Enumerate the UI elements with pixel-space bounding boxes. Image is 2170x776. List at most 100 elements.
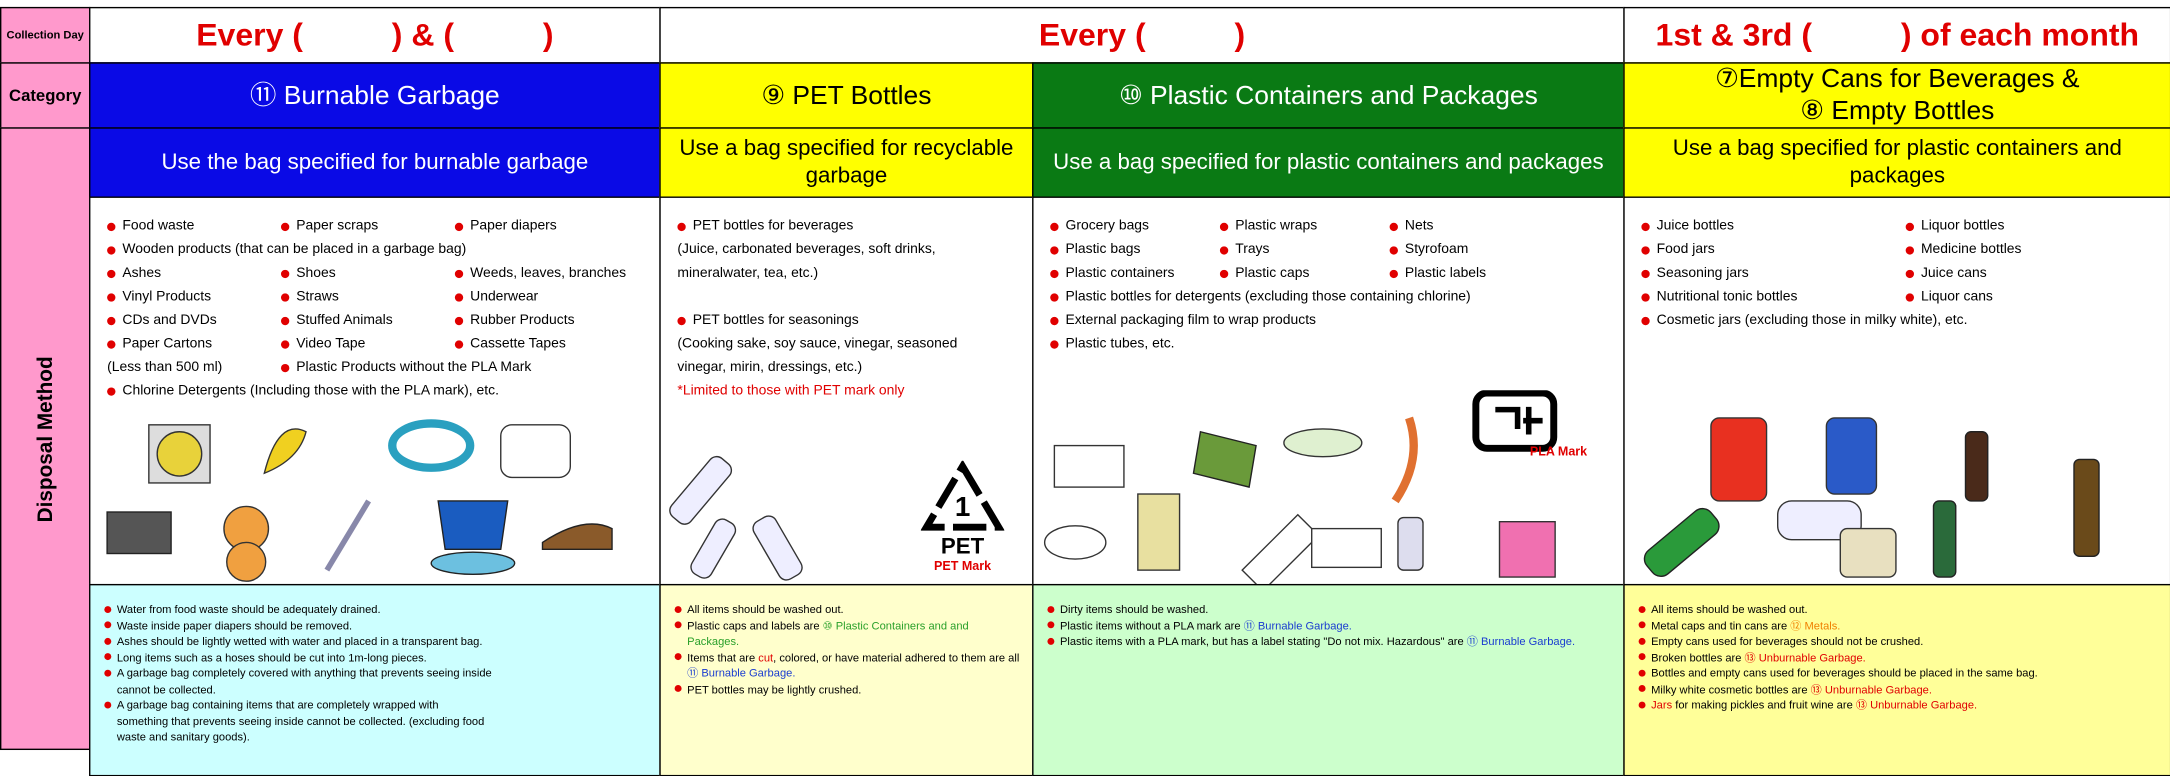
note-highlight: ⑪ Burnable Garbage.	[687, 667, 795, 679]
mark-symbol: 1	[955, 491, 970, 522]
category-text: ⑨ PET Bottles	[761, 80, 931, 112]
bullet	[1050, 222, 1058, 230]
bullet	[675, 621, 682, 628]
item: Shoes	[281, 262, 455, 286]
item-text: Plastic caps	[1235, 262, 1309, 286]
collection-day-text: Every ( ) & ( )	[196, 17, 553, 54]
note: Metal caps and tin cans are ⑫ Metals.	[1639, 618, 2159, 634]
item-text: (Less than 500 ml)	[107, 356, 222, 380]
note: Broken bottles are ⑬ Unburnable Garbage.	[1639, 650, 2159, 666]
note: A garbage bag containing items that are …	[104, 697, 492, 745]
recycle-symbol: 1	[921, 461, 1004, 533]
bullet	[107, 246, 115, 254]
item-row: vinegar, mirin, dressings, etc.)	[677, 356, 1018, 380]
item-text: Paper Cartons	[122, 332, 212, 356]
item-row: Paper CartonsVideo TapeCassette Tapes	[107, 332, 645, 356]
category-label: Category	[0, 62, 90, 128]
bullet	[104, 653, 111, 660]
drawing	[1284, 429, 1362, 457]
drawing	[1965, 432, 1987, 501]
item-text: Cosmetic jars (excluding those in milky …	[1657, 309, 1968, 333]
bullet	[107, 316, 115, 324]
drawing	[1395, 418, 1414, 501]
drawing	[431, 552, 514, 574]
drawing	[1312, 529, 1382, 568]
note-segment: Water from food waste should be adequate…	[117, 603, 381, 615]
note: Waste inside paper diapers should be rem…	[104, 618, 492, 634]
drawing	[264, 429, 306, 473]
bullet	[1050, 316, 1058, 324]
bullet	[1050, 246, 1058, 254]
notes-cell: Water from food waste should be adequate…	[89, 584, 661, 776]
bullet	[1639, 637, 1646, 644]
note-segment: Plastic caps and labels are	[687, 619, 822, 631]
item: mineralwater, tea, etc.)	[677, 262, 1011, 286]
item-text: Plastic wraps	[1235, 214, 1317, 238]
item: vinegar, mirin, dressings, etc.)	[677, 356, 1011, 380]
bullet	[1639, 701, 1646, 708]
item-text: Nets	[1405, 214, 1434, 238]
items-cell: PET bottles for beverages(Juice, carbona…	[659, 196, 1033, 585]
item: Grocery bags	[1050, 214, 1220, 238]
item: Paper Cartons	[107, 332, 281, 356]
item: (Cooking sake, soy sauce, vinegar, seaso…	[677, 332, 1011, 356]
bullet	[104, 605, 111, 612]
note: PET bottles may be lightly crushed.	[675, 682, 1021, 698]
item-text: Styrofoam	[1405, 238, 1468, 262]
item-row: Plastic tubes, etc.	[1050, 332, 1609, 356]
item-text: Nutritional tonic bottles	[1657, 285, 1798, 309]
illustration	[1034, 390, 1625, 584]
bullet	[1390, 269, 1398, 277]
item-text: Plastic labels	[1405, 262, 1486, 286]
item-text: Paper diapers	[470, 214, 557, 238]
item: Paper diapers	[455, 214, 629, 238]
item-group: Juice bottlesLiquor bottlesFood jarsMedi…	[1641, 214, 2156, 332]
item-group: PET bottles for beverages(Juice, carbona…	[677, 214, 1018, 285]
item-row: Plastic containers Plastic caps Plastic la…	[1050, 262, 1609, 286]
disposal-method-label: Disposal Method	[33, 356, 57, 522]
note-segment: A garbage bag completely covered with an…	[117, 667, 492, 695]
note-text: Broken bottles are ⑬ Unburnable Garbage.	[1651, 650, 1866, 666]
bullet	[1220, 246, 1228, 254]
note-text: Long items such as a hoses should be cut…	[117, 650, 427, 666]
drawing	[327, 501, 369, 570]
note: A garbage bag completely covered with an…	[104, 666, 492, 698]
mark: PLA Mark	[1530, 444, 1587, 458]
note-text: Items that are cut, colored, or have mat…	[687, 650, 1021, 682]
note-text: PET bottles may be lightly crushed.	[687, 682, 861, 698]
item-text: Ashes	[122, 262, 161, 286]
drawing	[1933, 501, 1955, 577]
drawing	[1193, 432, 1256, 487]
item-text: Plastic bags	[1066, 238, 1141, 262]
note-text: Dirty items should be washed.	[1060, 602, 1208, 618]
note-text: Metal caps and tin cans are ⑫ Metals.	[1651, 618, 1840, 634]
illustration	[1625, 390, 2170, 584]
item-text: Medicine bottles	[1921, 238, 2022, 262]
item-text: Cassette Tapes	[470, 332, 566, 356]
note-segment: Items that are	[687, 651, 758, 663]
item: PET bottles for beverages	[677, 214, 1011, 238]
bag-text: Use the bag specified for burnable garba…	[161, 149, 588, 177]
note-text: Milky white cosmetic bottles are ⑬ Unbur…	[1651, 682, 1932, 698]
item: Plastic bags	[1050, 238, 1220, 262]
item: Stuffed Animals	[281, 309, 455, 333]
note-segment: All items should be washed out.	[1651, 603, 1808, 615]
notes-cell: All items should be washed out.Plastic c…	[659, 584, 1033, 776]
bullet	[1220, 269, 1228, 277]
item: Juice cans	[1906, 262, 2170, 286]
item: Plastic caps	[1220, 262, 1390, 286]
bullet	[107, 340, 115, 348]
item-text: Weeds, leaves, branches	[470, 262, 626, 286]
bullet	[1639, 669, 1646, 676]
bullet	[281, 222, 289, 230]
drawing	[1640, 504, 1724, 581]
item: Plastic containers	[1050, 262, 1220, 286]
category-text: ⑦Empty Cans for Beverages &	[1715, 64, 2079, 96]
collection-day: Every ( )	[659, 7, 1624, 64]
bullet	[104, 621, 111, 628]
note: Dirty items should be washed.	[1047, 602, 1612, 618]
item: Cassette Tapes	[455, 332, 629, 356]
item: Plastic bottles for detergents (excludin…	[1050, 285, 1559, 309]
item-text: Shoes	[296, 262, 335, 286]
